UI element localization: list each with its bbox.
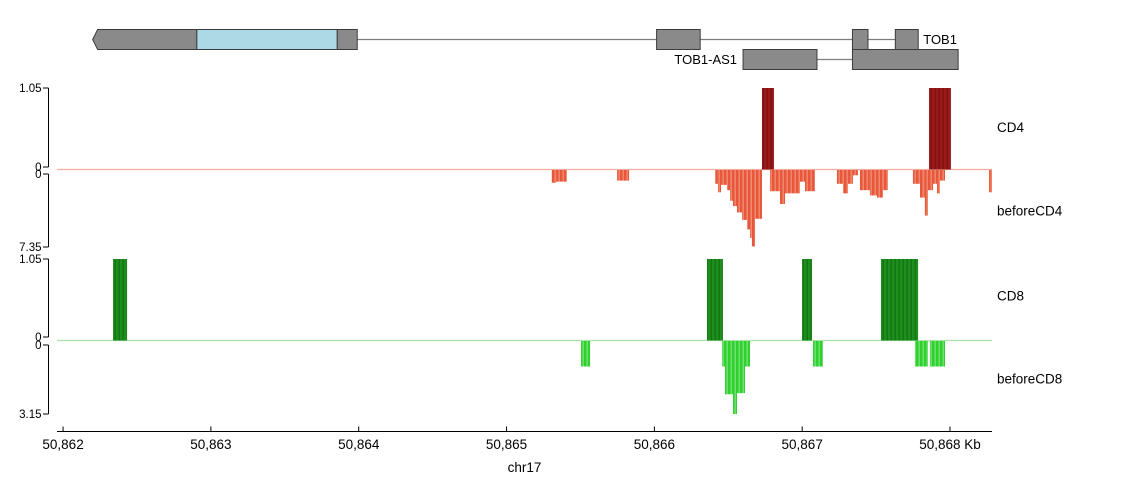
coverage-bar <box>717 170 722 193</box>
coverage-bar <box>722 341 726 367</box>
exon-box <box>894 29 919 50</box>
x-tick-label: 50,863 <box>190 437 231 452</box>
coverage-bar <box>785 170 800 194</box>
coverage-bar <box>914 341 928 367</box>
y-tick-label: 0 <box>35 162 41 174</box>
coverage-bar <box>876 170 883 198</box>
gene-label: TOB1-AS1 <box>674 52 737 67</box>
coverage-bar <box>882 170 888 191</box>
coverage-bar <box>880 259 919 341</box>
coverage-bar <box>751 170 756 247</box>
coverage-bar <box>989 170 992 193</box>
data-track-CD4: 1.05 0 CD4 <box>19 83 1024 174</box>
chromosome-label: chr17 <box>508 460 542 475</box>
coverage-bar <box>852 170 858 176</box>
y-tick-label: 0 <box>35 169 41 181</box>
coverage-bar <box>937 170 940 194</box>
coverage-bar <box>750 170 752 238</box>
exon-box <box>336 29 358 50</box>
coverage-bar <box>933 170 938 184</box>
coverage-bar <box>929 88 951 170</box>
coverage-bar <box>744 341 751 367</box>
coverage-bar <box>742 170 748 220</box>
coverage-bar <box>737 170 743 213</box>
data-track-beforeCD4: 0 7.35 beforeCD4 <box>19 169 1063 254</box>
coverage-bar <box>812 341 823 367</box>
data-track-CD8: 1.05 0 CD8 <box>19 254 1024 344</box>
x-tick-label: 50,866 <box>634 437 675 452</box>
exon-box <box>851 49 959 70</box>
coverage-bar <box>859 170 870 191</box>
coverage-bar <box>805 170 815 192</box>
coverage-bar <box>761 88 774 170</box>
track-name-label: beforeCD4 <box>997 204 1063 219</box>
exon-box <box>656 29 701 50</box>
coverage-bar <box>617 170 630 181</box>
x-tick-label: 50,867 <box>782 437 823 452</box>
gene-model-TOB1: TOB1 <box>92 29 957 50</box>
exon-box <box>196 29 338 50</box>
coverage-bar <box>113 259 128 341</box>
y-tick-label: 7.35 <box>19 242 41 254</box>
x-tick-label: 50,864 <box>338 437 380 452</box>
x-tick-label: 50,865 <box>486 437 527 452</box>
coverage-bar <box>714 170 718 184</box>
coverage-bar <box>726 170 731 191</box>
genome-x-axis: 50,862 50,863 50,864 50,865 50,866 50,867 50,8… <box>42 426 992 475</box>
coverage-bar <box>737 341 745 394</box>
y-tick-label: 1.05 <box>19 83 41 95</box>
coverage-bar <box>733 170 737 207</box>
exon-box <box>742 49 818 70</box>
coverage-bar <box>551 170 557 183</box>
track-name-label: beforeCD8 <box>997 372 1062 387</box>
y-tick-label: 0 <box>35 332 41 344</box>
coverage-bar <box>929 341 945 367</box>
coverage-bar <box>927 170 934 191</box>
gene-model-track: TOB1 TOB1-AS1 <box>92 29 959 70</box>
data-track-beforeCD8: 0 3.15 beforeCD8 <box>19 340 1062 421</box>
track-name-label: CD8 <box>997 289 1024 304</box>
exon-box <box>851 29 869 50</box>
coverage-bar <box>869 170 877 196</box>
x-tick-label: 50,862 <box>42 437 83 452</box>
exon-box-strand-arrow <box>92 29 198 50</box>
track-name-label: CD4 <box>997 120 1024 135</box>
coverage-bar <box>747 170 751 230</box>
coverage-bar <box>755 170 762 219</box>
coverage-bar <box>780 170 786 204</box>
y-tick-label: 1.05 <box>19 254 41 266</box>
coverage-bar <box>769 170 781 192</box>
coverage-bar <box>706 259 723 341</box>
coverage-bar <box>799 170 805 182</box>
coverage-bar <box>556 170 567 182</box>
coverage-bar <box>836 170 843 184</box>
x-tick-label: 50,868 Kb <box>919 437 981 452</box>
coverage-bar <box>848 170 853 184</box>
y-tick-label: 3.15 <box>19 409 41 421</box>
y-tick-label: 0 <box>35 340 41 352</box>
coverage-bar <box>730 170 734 201</box>
coverage-bar <box>912 170 921 184</box>
coverage-bar <box>802 259 812 341</box>
coverage-bar <box>924 170 928 216</box>
coverage-bar <box>721 170 727 185</box>
coverage-bar <box>842 170 849 194</box>
gene-model-TOB1-AS1: TOB1-AS1 <box>674 49 959 70</box>
coverage-bar <box>725 341 734 395</box>
coverage-bar <box>733 341 737 414</box>
coverage-bar <box>920 170 925 198</box>
gene-label: TOB1 <box>923 32 957 47</box>
coverage-bar <box>939 170 945 181</box>
coverage-bar <box>581 341 591 367</box>
